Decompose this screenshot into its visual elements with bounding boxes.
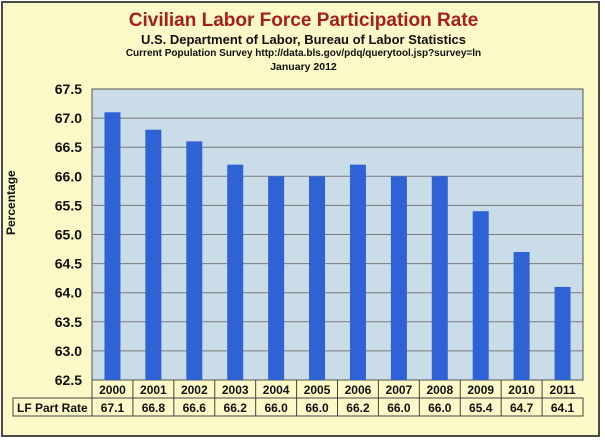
data-table-value: 67.1 (101, 401, 125, 415)
data-table-value: 65.4 (469, 401, 493, 415)
y-tick-label: 66.0 (55, 168, 82, 184)
x-tick-label: 2010 (508, 383, 535, 397)
y-tick-label: 63.5 (55, 314, 82, 330)
data-table-value: 64.1 (551, 401, 575, 415)
data-table-value: 64.7 (510, 401, 534, 415)
bar-2003 (227, 164, 244, 380)
y-tick-label: 65.0 (55, 227, 82, 243)
x-tick-label: 2008 (426, 383, 453, 397)
chart-source: Current Population Survey http://data.bl… (125, 48, 482, 59)
bar-2010 (513, 251, 530, 380)
data-table-row (12, 397, 584, 417)
bar-2011 (554, 286, 571, 380)
bar-2008 (431, 176, 448, 380)
y-tick-label: 65.5 (55, 197, 82, 213)
x-tick-label: 2007 (386, 383, 413, 397)
x-tick-label: 2003 (222, 383, 249, 397)
y-tick-label: 63.0 (55, 343, 82, 359)
chart-date: January 2012 (270, 61, 337, 73)
x-tick-label: 2009 (467, 383, 494, 397)
bar-2001 (145, 129, 162, 380)
x-tick-label: 2000 (99, 383, 126, 397)
bar-2002 (186, 141, 203, 380)
x-tick-label: 2004 (263, 383, 290, 397)
y-tick-label: 62.5 (55, 372, 82, 388)
y-tick-label: 67.5 (55, 81, 82, 97)
x-tick-label: 2006 (345, 383, 372, 397)
bar-2004 (268, 176, 285, 380)
bar-2006 (349, 164, 366, 380)
data-table-value: 66.0 (428, 401, 452, 415)
data-table-value: 66.0 (387, 401, 411, 415)
bar-2000 (104, 112, 121, 380)
bar-2007 (390, 176, 407, 380)
data-table-value: 66.2 (346, 401, 370, 415)
data-table-value: 66.0 (264, 401, 288, 415)
y-tick-label: 67.0 (55, 110, 82, 126)
x-tick-label: 2005 (304, 383, 331, 397)
data-table-value: 66.8 (142, 401, 166, 415)
x-tick-label: 2001 (140, 383, 167, 397)
data-table-series-name: LF Part Rate (17, 401, 88, 415)
bar-2009 (472, 211, 489, 380)
data-table-value: 66.6 (183, 401, 207, 415)
chart-svg: 62.5 63.0 63.5 64.0 64.5 65.0 65.5 66.0 66.5 67.0… (12, 81, 584, 417)
y-tick-label: 64.0 (55, 285, 82, 301)
data-table-value: 66.0 (305, 401, 329, 415)
bar-2005 (309, 176, 326, 380)
data-table-value: 66.2 (224, 401, 248, 415)
chart-title: Civilian Labor Force Participation Rate (128, 10, 479, 31)
chart-subtitle: U.S. Department of Labor, Bureau of Labo… (140, 32, 467, 47)
x-tick-label: 2002 (181, 383, 208, 397)
chart-frame: Civilian Labor Force Participation Rate … (1, 1, 600, 437)
y-tick-label: 64.5 (55, 256, 82, 272)
x-tick-label: 2011 (550, 383, 576, 397)
y-tick-label: 66.5 (55, 139, 82, 155)
